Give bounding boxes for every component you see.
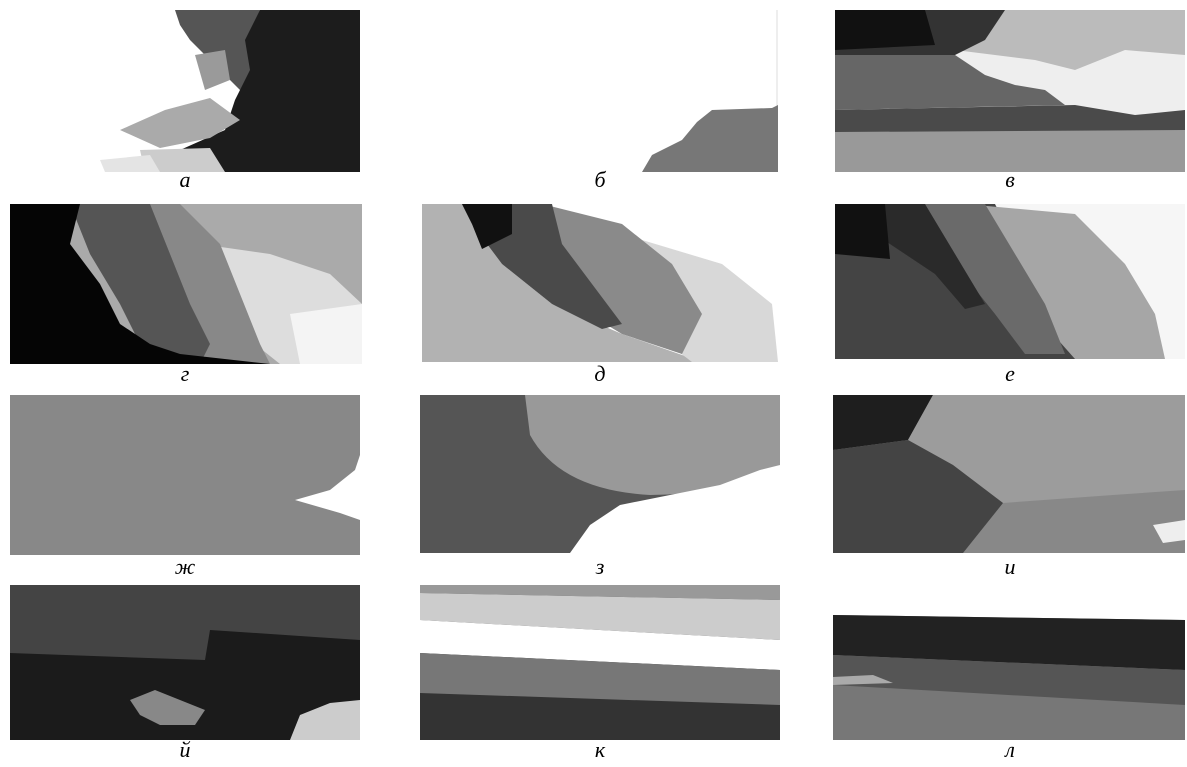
panel-image bbox=[835, 204, 1185, 359]
panel-image bbox=[10, 585, 360, 740]
panel-label: в bbox=[1005, 167, 1015, 192]
panel-image bbox=[833, 395, 1185, 553]
panel-label: а bbox=[180, 167, 191, 192]
panel-image bbox=[833, 585, 1185, 740]
panel-label: з bbox=[595, 554, 605, 579]
panel-label: д bbox=[594, 361, 605, 386]
figure: а б в г д е ж з и й к л bbox=[0, 0, 1187, 767]
panel-image bbox=[420, 395, 780, 553]
panel-image bbox=[10, 10, 360, 172]
panel-image bbox=[420, 585, 780, 740]
panel-label: б bbox=[594, 167, 606, 192]
panel-image bbox=[10, 204, 362, 364]
panel-label: е bbox=[1005, 361, 1015, 386]
panel-label: й bbox=[180, 737, 191, 762]
panel-image bbox=[422, 204, 778, 362]
panel-image bbox=[835, 10, 1185, 172]
panel-label: к bbox=[595, 737, 606, 762]
panel-image bbox=[422, 10, 778, 172]
panel-label: и bbox=[1005, 554, 1016, 579]
panel-label: л bbox=[1003, 737, 1015, 762]
panel-image bbox=[10, 395, 360, 555]
panel-label: ж bbox=[175, 554, 196, 579]
panel-label: г bbox=[181, 361, 190, 386]
